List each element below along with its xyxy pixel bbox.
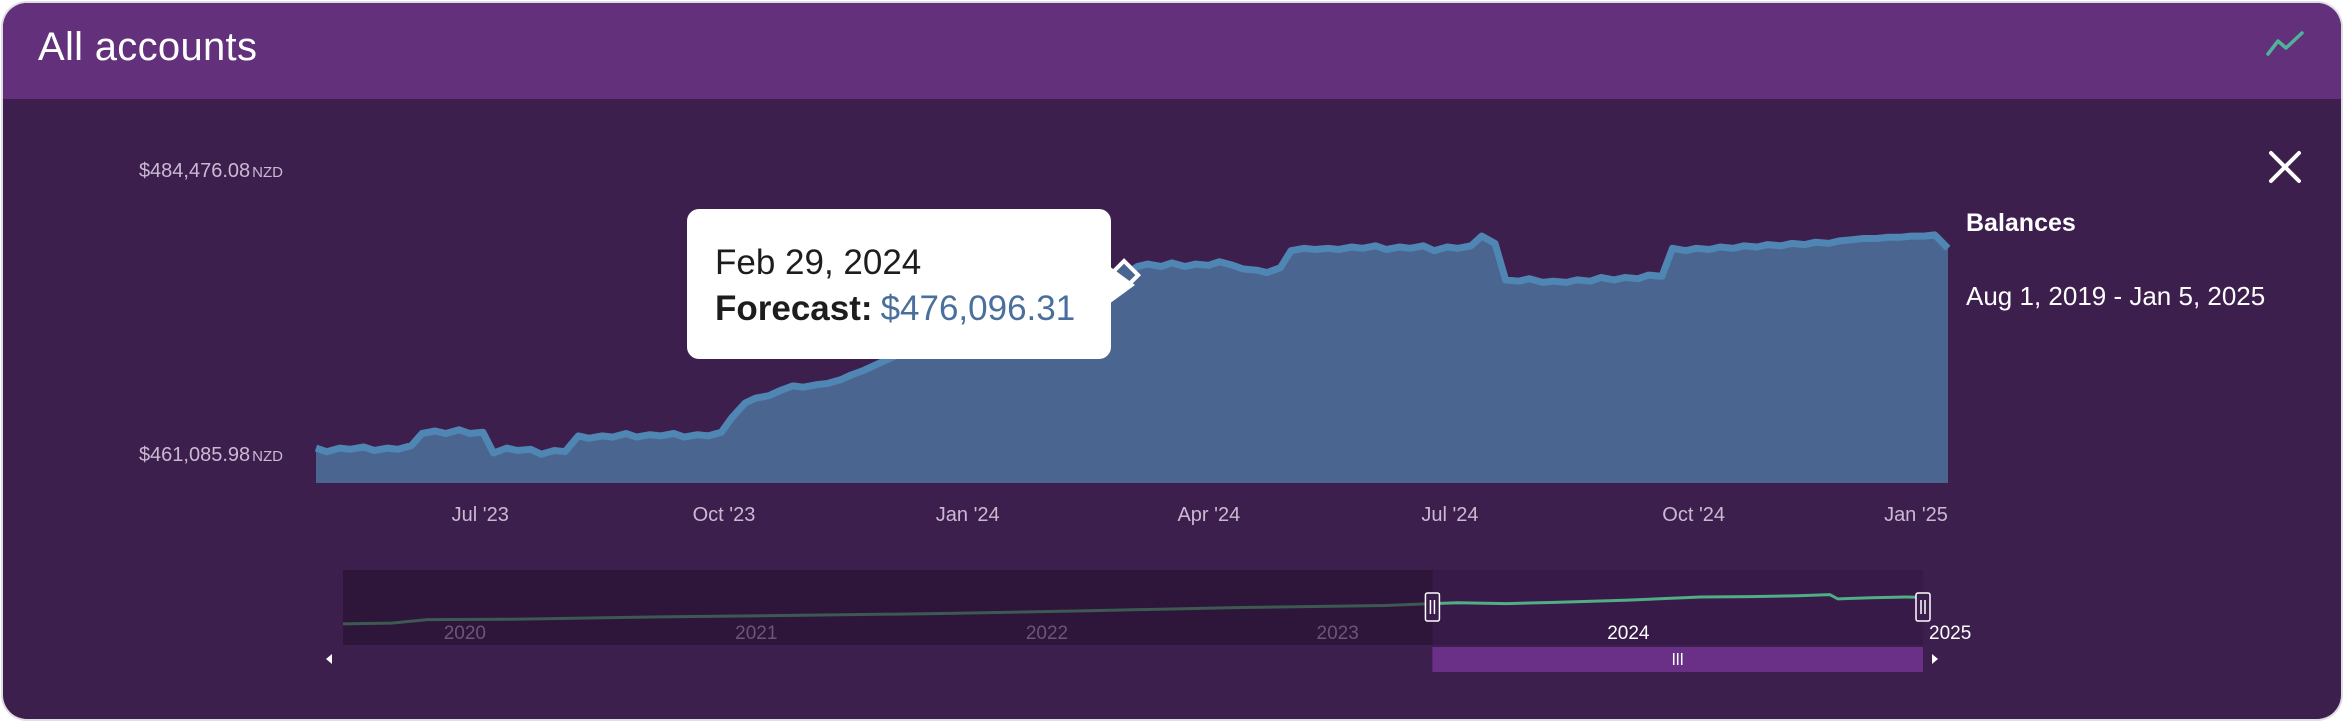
tooltip-pointer (1109, 266, 1135, 304)
navigator[interactable]: 2020 2021 2022 2023 2024 2025 (326, 570, 1971, 672)
close-icon[interactable] (2267, 149, 2303, 185)
y-max-value: $484,476.08 (138, 160, 251, 182)
series-area (316, 234, 1948, 483)
navigator-year-label: 2024 (1607, 623, 1650, 644)
x-tick-label: Oct '23 (693, 504, 756, 526)
x-tick-label: Apr '24 (1177, 504, 1240, 526)
navigator-year-label: 2023 (1317, 623, 1359, 644)
navigator-year-label: 2025 (1929, 623, 1971, 644)
navigator-handle[interactable] (1424, 592, 1441, 622)
y-min-value: $461,085.98 (138, 444, 251, 466)
drag-handle-icon[interactable] (1672, 653, 1683, 665)
chart-card: All accounts $484,476.08 NZD $461,085.98 N… (3, 3, 2341, 719)
x-tick-label: Jul '23 (452, 504, 509, 526)
forecast-tooltip: Feb 29, 2024 Forecast: $476,096.31 (687, 209, 1111, 359)
tooltip-label: Forecast: (715, 289, 873, 328)
x-tick-label: Oct '24 (1662, 504, 1725, 526)
navigator-year-label: 2021 (735, 623, 777, 644)
scroll-left-icon[interactable] (326, 654, 332, 664)
x-axis: Jul '23 Oct '23 Jan '24 Apr '24 Jul '24 Oct '… (452, 504, 1948, 526)
navigator-year-label: 2020 (444, 623, 486, 644)
y-max-unit: NZD (252, 164, 283, 181)
y-min-label: $461,085.98 NZD (3, 444, 283, 467)
navigator-line-past (342, 602, 1433, 626)
x-tick-label: Jan '24 (936, 504, 1000, 526)
balance-chart[interactable]: Jul '23 Oct '23 Jan '24 Apr '24 Jul '24 Oct '… (3, 3, 2341, 719)
y-min-unit: NZD (252, 448, 283, 465)
page-title: All accounts (38, 25, 258, 69)
card-header: All accounts (3, 3, 2341, 99)
date-range-label: Aug 1, 2019 - Jan 5, 2025 (1966, 281, 2266, 311)
y-max-label: $484,476.08 NZD (3, 160, 283, 183)
navigator-handle[interactable] (1915, 592, 1931, 622)
x-tick-label: Jul '24 (1421, 504, 1478, 526)
tooltip-value: $476,096.31 (880, 289, 1076, 328)
line-chart-icon[interactable] (2265, 29, 2305, 59)
legend-title: Balances (1966, 209, 2076, 237)
navigator-year-label: 2022 (1026, 623, 1068, 644)
tooltip-line: Forecast: $476,096.31 (715, 289, 1075, 329)
navigator-line-selected (1432, 593, 1924, 606)
scroll-right-icon[interactable] (1932, 654, 1938, 664)
x-tick-label: Jan '25 (1884, 504, 1948, 526)
tooltip-date: Feb 29, 2024 (715, 243, 922, 282)
